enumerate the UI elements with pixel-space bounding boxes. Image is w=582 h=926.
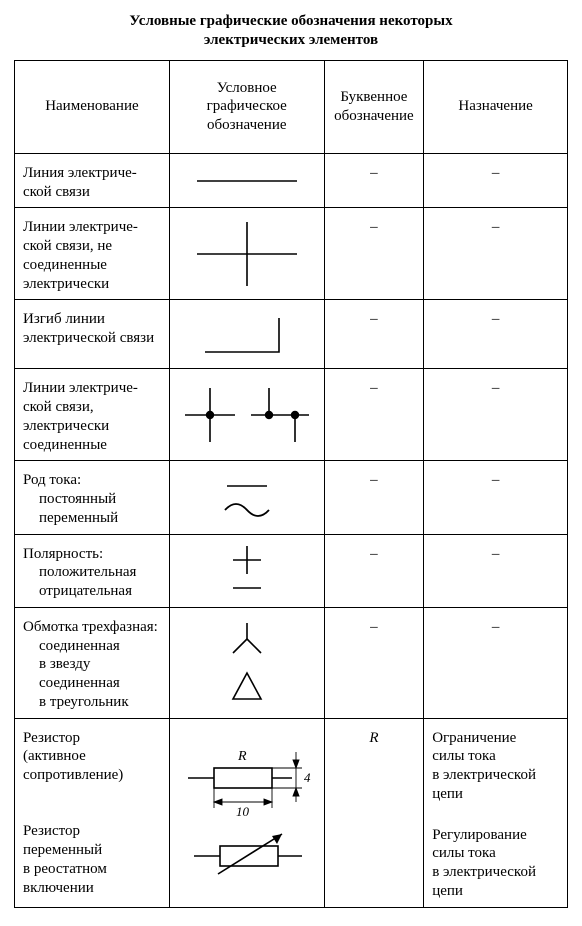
- table-row: Род тока: постоянный переменный – –: [15, 461, 568, 534]
- row-sub: положительная: [23, 564, 136, 580]
- row-sub: постоянный: [23, 491, 116, 507]
- purpose-cell: –: [424, 300, 568, 369]
- row-sub: соединенная: [23, 675, 120, 691]
- letter-cell: –: [324, 208, 424, 300]
- title-line-1: Условные графические обозначения некотор…: [129, 13, 452, 29]
- cross-no-connect-icon: [187, 216, 307, 292]
- letter-cell: –: [324, 534, 424, 607]
- name-line: в реостатном: [23, 861, 107, 877]
- dc-ac-icon: [187, 468, 307, 526]
- table-row: Резистор (активное сопротивление) Резист…: [15, 718, 568, 907]
- row-sub: в треугольник: [23, 694, 129, 710]
- name-cell: Изгиб линии электрической связи: [15, 300, 170, 369]
- letter-cell: –: [324, 461, 424, 534]
- dim-width: 10: [236, 804, 250, 819]
- name-cell: Линия электриче­ской связи: [15, 153, 170, 208]
- row-label: Род тока:: [23, 472, 81, 488]
- purpose-line: Ограничение: [432, 730, 516, 746]
- row-sub: отрицательная: [23, 583, 132, 599]
- letter-cell: R: [324, 718, 424, 907]
- table-row: Линии электриче­ской связи, электрически…: [15, 369, 568, 461]
- purpose-cell: –: [424, 153, 568, 208]
- name-cell: Род тока: постоянный переменный: [15, 461, 170, 534]
- header-symbol: Условное графическое обозначение: [169, 60, 324, 153]
- symbol-cell: [169, 607, 324, 718]
- name-cell: Линии электриче­ской связи, электрически…: [15, 369, 170, 461]
- symbol-cell: R 10 4: [169, 718, 324, 907]
- name-cell: Полярность: положительная отрицательная: [15, 534, 170, 607]
- line-icon: [187, 163, 307, 199]
- row-label: Обмотка трехфазная:: [23, 619, 158, 635]
- resistor-letter: R: [237, 749, 247, 764]
- name-cell: Обмотка трехфазная: соединенная в звезду…: [15, 607, 170, 718]
- name-cell: Линии электриче­ской связи, не соединенн…: [15, 208, 170, 300]
- table-header-row: Наименование Условное графическое обозна…: [15, 60, 568, 153]
- bend-icon: [187, 306, 307, 362]
- name-line: (активное: [23, 748, 86, 764]
- purpose-cell: Ограничение силы тока в электриче­ской ц…: [424, 718, 568, 907]
- table-row: Полярность: положительная отрицательная …: [15, 534, 568, 607]
- purpose-cell: –: [424, 461, 568, 534]
- row-label: Полярность:: [23, 546, 103, 562]
- name-line: переменный: [23, 842, 102, 858]
- letter-cell: –: [324, 607, 424, 718]
- symbol-cell: [169, 300, 324, 369]
- title-line-2: электрических элементов: [204, 32, 378, 48]
- symbol-cell: [169, 534, 324, 607]
- header-purpose: Назначение: [424, 60, 568, 153]
- letter-cell: –: [324, 300, 424, 369]
- purpose-block: Ограничение силы тока в электриче­ской ц…: [432, 729, 559, 804]
- purpose-cell: –: [424, 607, 568, 718]
- letter-cell: –: [324, 153, 424, 208]
- resistor-dimensioned-icon: R 10 4: [174, 738, 324, 824]
- symbols-table: Наименование Условное графическое обозна…: [14, 60, 568, 908]
- dim-height: 4: [304, 770, 311, 785]
- row-sub: соединенная: [23, 638, 120, 654]
- symbol-cell: [169, 208, 324, 300]
- header-name: Наименование: [15, 60, 170, 153]
- purpose-block: Регулирование силы тока в электриче­ской…: [432, 826, 559, 901]
- rheostat-icon: [174, 824, 324, 888]
- polarity-icon: [187, 542, 307, 600]
- page-title: Условные графические обозначения некотор…: [14, 12, 568, 50]
- table-row: Изгиб линии электрической связи – –: [15, 300, 568, 369]
- name-line: включении: [23, 880, 94, 896]
- purpose-line: силы тока: [432, 845, 496, 861]
- purpose-line: силы тока: [432, 748, 496, 764]
- name-line: Резистор: [23, 823, 80, 839]
- letter-cell: –: [324, 369, 424, 461]
- table-row: Обмотка трехфазная: соединенная в звезду…: [15, 607, 568, 718]
- purpose-cell: –: [424, 369, 568, 461]
- purpose-cell: –: [424, 534, 568, 607]
- purpose-cell: –: [424, 208, 568, 300]
- wye-delta-icon: [187, 615, 307, 711]
- table-row: Линия электриче­ской связи – –: [15, 153, 568, 208]
- symbol-cell: [169, 461, 324, 534]
- name-cell: Резистор (активное сопротивление) Резист…: [15, 718, 170, 907]
- connected-dots-icon: [177, 380, 317, 450]
- symbol-cell: [169, 369, 324, 461]
- table-row: Линии электриче­ской связи, не соединенн…: [15, 208, 568, 300]
- row-sub: переменный: [23, 510, 118, 526]
- symbol-cell: [169, 153, 324, 208]
- name-line: сопротивление): [23, 767, 123, 783]
- header-letter: Буквенное обозна­чение: [324, 60, 424, 153]
- purpose-line: в электриче­ской цепи: [432, 864, 536, 899]
- row-sub: в звезду: [23, 656, 90, 672]
- purpose-line: Регулирование: [432, 827, 527, 843]
- purpose-line: в электриче­ской цепи: [432, 767, 536, 802]
- name-line: Резистор: [23, 730, 80, 746]
